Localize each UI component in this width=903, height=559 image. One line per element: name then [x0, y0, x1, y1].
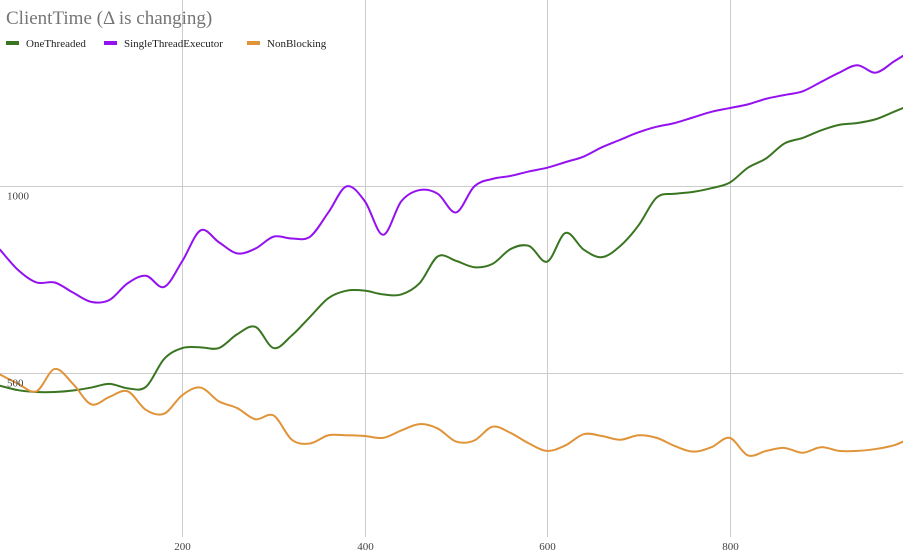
series-line-one-threaded: [0, 107, 903, 394]
legend-label: OneThreaded: [26, 38, 86, 50]
chart-title: ClientTime (Δ is changing): [6, 8, 212, 29]
x-tick-label: 400: [357, 541, 374, 553]
x-tick-label: 800: [722, 541, 739, 553]
y-tick-label: 1000: [7, 191, 30, 203]
legend-item-one-threaded[interactable]: OneThreaded: [6, 38, 86, 50]
y-tick-label: 500: [7, 378, 24, 390]
legend-label: NonBlocking: [267, 38, 327, 50]
legend-item-non-blocking[interactable]: NonBlocking: [247, 38, 327, 50]
x-tick-label: 200: [174, 541, 191, 553]
legend-item-single-thread-executor[interactable]: SingleThreadExecutor: [104, 38, 223, 50]
x-tick-label: 600: [539, 541, 556, 553]
tick-layer: 200 400 600 800 500 1000: [7, 191, 739, 554]
grid-layer: [0, 0, 903, 537]
series-line-single-thread-executor: [0, 54, 903, 304]
legend-label: SingleThreadExecutor: [124, 38, 223, 50]
legend: OneThreaded SingleThreadExecutor NonBlocki…: [6, 38, 327, 50]
series-line-non-blocking: [0, 367, 903, 457]
series-layer: [0, 54, 903, 457]
